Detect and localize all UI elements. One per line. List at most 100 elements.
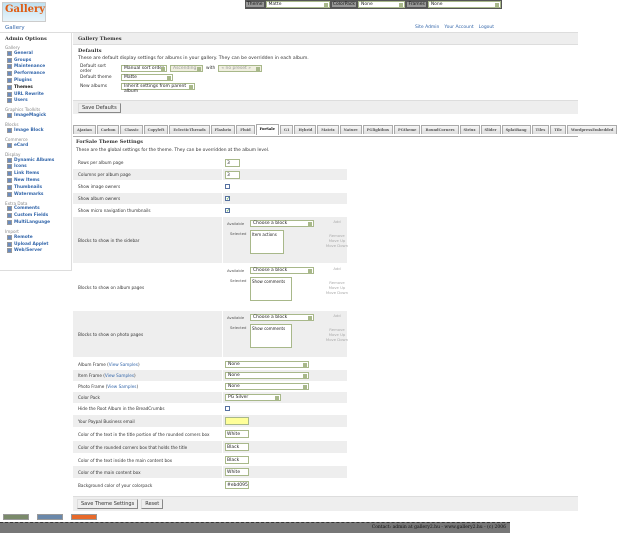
sidebar-item-label[interactable]: General [14,50,33,56]
sidebar-item-themes[interactable]: Themes [5,84,66,91]
breadcrumb-gallery[interactable]: Gallery [5,25,25,31]
content-text-color-input[interactable]: Black [225,456,249,464]
sidebar-item-label[interactable]: Groups [14,57,32,63]
sidebar-item-upload-applet[interactable]: Upload Applet [5,241,66,248]
sidebar-item-image-block[interactable]: Image Block [5,127,66,134]
theme-select[interactable]: Matte [265,1,330,8]
tab-tile[interactable]: Tile [550,125,566,134]
add-block-button[interactable]: Add [333,313,341,318]
sidebar-item-label[interactable]: eCard [14,142,29,148]
sidebar-item-watermarks[interactable]: Watermarks [5,191,66,198]
photo-frame-view-samples-link[interactable]: View Samples [107,384,137,389]
rows-per-page-input[interactable]: 3 [225,158,240,167]
tab-pglightbox[interactable]: PGlightbox [362,125,394,134]
move-down-button[interactable]: Move Down [325,337,349,342]
sidebar-item-label[interactable]: Comments [14,206,40,212]
sidebar-item-label[interactable]: Maintenance [14,64,46,70]
your-account-link[interactable]: Your Account [444,25,474,30]
sidebar-item-label[interactable]: Custom Fields [14,213,49,219]
sidebar-item-label[interactable]: Thumbnails [14,184,43,190]
remove-block-button[interactable]: Remove [329,327,345,332]
sidebar-item-label[interactable]: ImageMagick [14,113,47,119]
reset-button[interactable]: Reset [141,499,164,509]
sidebar-item-label[interactable]: Performance [14,71,46,77]
colorpack-bg-input[interactable]: #ebd095 [225,481,249,489]
sidebar-item-web-server[interactable]: Web/Server [5,248,66,255]
title-text-color-input[interactable]: White [225,430,249,438]
sidebar-item-label[interactable]: Watermarks [14,191,44,197]
color-pack-select[interactable]: PG Silver [225,394,281,401]
sort-direction-select[interactable]: Ascending [170,65,203,72]
selected-blocks-list[interactable]: Show comments [250,324,292,348]
logout-link[interactable]: Logout [478,25,495,30]
available-block-select[interactable]: Choose a block [250,314,314,321]
sidebar-item-remote[interactable]: Remote [5,234,66,241]
show-album-owners-checkbox[interactable]: ✓ [225,196,231,202]
title-box-color-input[interactable]: Black [225,443,249,451]
gallery-logo[interactable]: Gallery [2,2,46,22]
move-up-button[interactable]: Move Up [328,238,346,243]
sidebar-item-plugins[interactable]: Plugins [5,77,66,84]
sidebar-item-label[interactable]: Plugins [14,78,32,84]
album-frame-select[interactable]: None [225,361,309,368]
save-defaults-button[interactable]: Save Defaults [78,103,121,113]
remove-block-button[interactable]: Remove [329,233,345,238]
sidebar-item-label[interactable]: URL Rewrite [14,91,44,97]
selected-blocks-list[interactable]: Item actions [250,230,284,254]
sidebar-item-label[interactable]: Upload Applet [14,241,49,247]
tab-tiles[interactable]: Tiles [531,125,550,134]
tab-eclecticthreads[interactable]: EclecticThreads [169,125,210,134]
sidebar-item-dynamic-albums[interactable]: Dynamic Albums [5,157,66,164]
sidebar-item-multilanguage[interactable]: MultiLanguage [5,219,66,226]
sidebar-item-users[interactable]: Users [5,98,66,105]
sidebar-item-label[interactable]: Link Items [14,171,40,177]
default-theme-select[interactable]: Matte [121,74,173,81]
sidebar-item-maintenance[interactable]: Maintenance [5,64,66,71]
validation-badge-3[interactable] [71,514,97,520]
available-block-select[interactable]: Choose a block [250,267,314,274]
move-up-button[interactable]: Move Up [328,285,346,290]
sidebar-item-label[interactable]: Web/Server [14,248,43,254]
move-up-button[interactable]: Move Up [328,332,346,337]
tab-flashrio[interactable]: Flashrio [210,125,236,134]
tab-g1[interactable]: G1 [279,125,294,134]
frames-select[interactable]: None [427,1,501,8]
tab-nature[interactable]: Nature [339,125,362,134]
show-micro-nav-checkbox[interactable]: ✓ [225,208,231,214]
sidebar-item-new-items[interactable]: New Items [5,177,66,184]
move-down-button[interactable]: Move Down [325,243,349,248]
sidebar-item-custom-fields[interactable]: Custom Fields [5,212,66,219]
tab-roundcorners[interactable]: RoundCorners [421,125,459,134]
save-theme-settings-button[interactable]: Save Theme Settings [77,499,139,509]
columns-per-page-input[interactable]: 3 [225,170,240,179]
sidebar-item-imagemagick[interactable]: ImageMagick [5,112,66,119]
item-frame-view-samples-link[interactable]: View Samples [104,373,135,378]
tab-classic[interactable]: Classic [120,125,143,134]
tab-ajaxian[interactable]: Ajaxian [73,125,96,134]
remove-block-button[interactable]: Remove [329,280,345,285]
sidebar-item-label[interactable]: Dynamic Albums [14,157,55,163]
sidebar-item-label[interactable]: MultiLanguage [14,220,51,226]
sidebar-item-label[interactable]: Themes [14,84,33,90]
available-block-select[interactable]: Choose a block [250,220,314,227]
sidebar-item-general[interactable]: General [5,50,66,57]
sidebar-item-performance[interactable]: Performance [5,70,66,77]
site-admin-link[interactable]: Site Admin [415,25,440,30]
sidebar-item-label[interactable]: Image Block [14,128,44,134]
tab-carbon[interactable]: Carbon [96,125,120,134]
tab-copyleft[interactable]: Copyleft [143,125,169,134]
tab-fluid[interactable]: Fluid [236,125,255,134]
sidebar-item-icons[interactable]: Icons [5,164,66,171]
hide-root-checkbox[interactable] [225,406,230,411]
sidebar-item-groups[interactable]: Groups [5,57,66,64]
tab-pgtheme[interactable]: PGtheme [394,125,421,134]
tab-hybrid[interactable]: Hybrid [294,125,317,134]
sidebar-item-label[interactable]: Remote [14,234,33,240]
sidebar-item-thumbnails[interactable]: Thumbnails [5,184,66,191]
sidebar-item-label[interactable]: Icons [14,164,27,170]
sidebar-item-comments[interactable]: Comments [5,206,66,213]
new-albums-select[interactable]: Inherit settings from parent album [121,83,195,94]
tab-slider[interactable]: Slider [480,125,501,134]
tab-matrix[interactable]: Matrix [317,125,339,134]
sidebar-item-ecard[interactable]: eCard [5,142,66,149]
